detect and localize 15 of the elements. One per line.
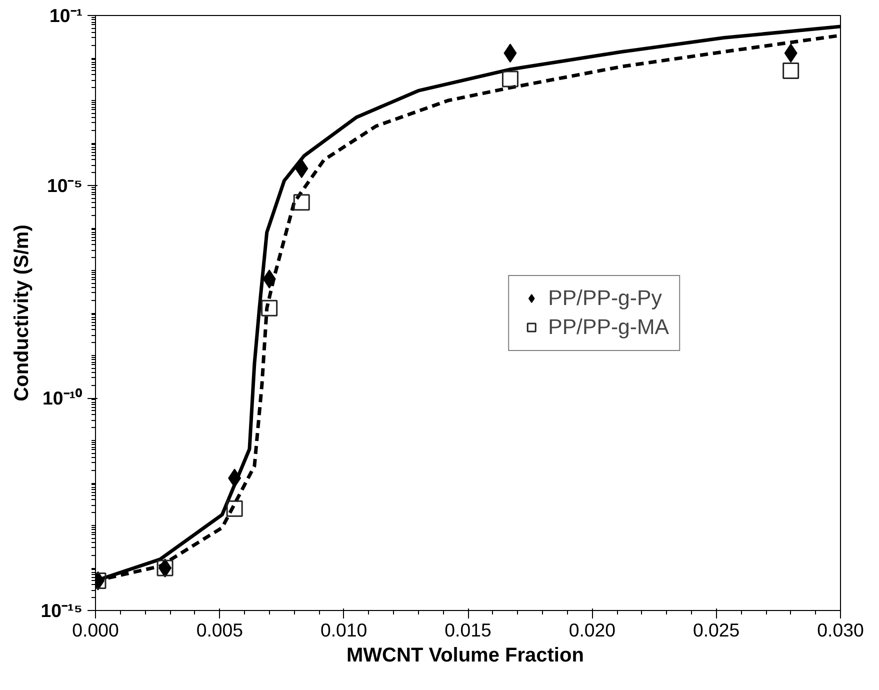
x-tick-label: 0.000 (72, 620, 119, 640)
x-tick-label: 0.005 (196, 620, 244, 640)
y-tick-label: 10⁻⁵ (46, 175, 82, 196)
y-tick-label: 10⁻¹⁰ (42, 388, 83, 408)
legend-label: PP/PP-g-Py (548, 286, 662, 310)
y-tick-label: 10⁻¹ (50, 5, 83, 26)
y-axis-title: Conductivity (S/m) (10, 224, 33, 402)
legend-label: PP/PP-g-MA (548, 314, 669, 340)
x-tick-label: 0.030 (817, 620, 864, 640)
x-axis-title: MWCNT Volume Fraction (346, 644, 584, 666)
x-tick-label: 0.010 (320, 620, 368, 640)
x-tick-label: 0.025 (692, 620, 740, 640)
x-tick-label: 0.015 (444, 620, 492, 640)
y-tick-label: 10⁻¹⁵ (40, 600, 83, 621)
x-tick-label: 0.020 (568, 620, 616, 640)
